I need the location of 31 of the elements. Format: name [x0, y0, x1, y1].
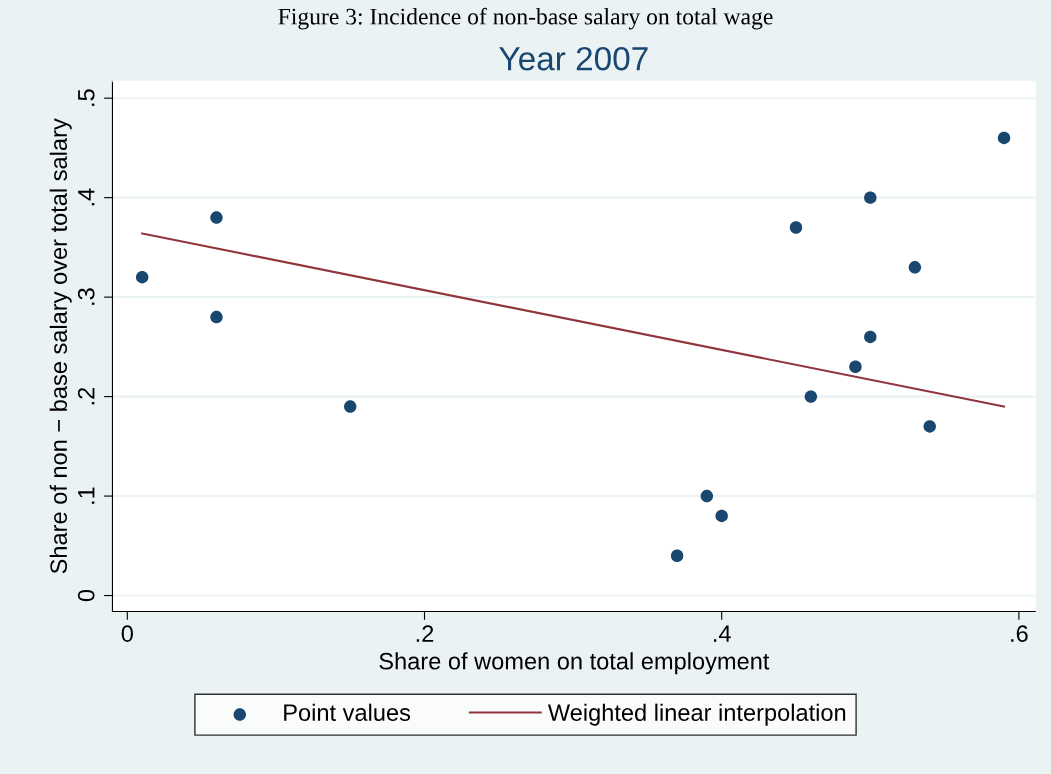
y-tick-label: .5: [78, 89, 95, 106]
point: [700, 489, 714, 503]
caption: Figure 3: Incidence of non-base salary on total wage: [278, 7, 773, 30]
point: [864, 191, 877, 204]
point: [210, 211, 223, 224]
y-axis-title: Share of non − base salary over total salary: [49, 118, 72, 574]
x-axis-title: Share of women on total employment: [379, 652, 770, 675]
legend-label: Point values: [284, 703, 411, 721]
x-tick-label: .4: [714, 625, 731, 642]
point: [715, 509, 728, 523]
x-tick-label: .2: [416, 625, 434, 642]
point: [789, 221, 803, 234]
x-tick-label: 0: [121, 625, 133, 642]
point: [804, 390, 818, 403]
point: [344, 400, 357, 413]
point: [908, 261, 922, 274]
point: [864, 330, 877, 344]
point: [210, 310, 223, 324]
chart-title: Year 2007: [499, 46, 648, 71]
legend-label: Weighted linear interpolation: [547, 703, 846, 726]
point: [135, 271, 149, 284]
point: [997, 131, 1011, 145]
y-tick-label: .2: [77, 387, 95, 405]
y-tick-label: .1: [78, 487, 95, 504]
point: [849, 360, 862, 373]
y-tick-label: 0: [77, 589, 95, 602]
point: [670, 549, 684, 562]
point: [923, 420, 936, 433]
x-tick-label: .6: [1011, 625, 1028, 642]
y-tick-label: .3: [77, 288, 95, 305]
y-tick-label: .4: [78, 188, 95, 206]
